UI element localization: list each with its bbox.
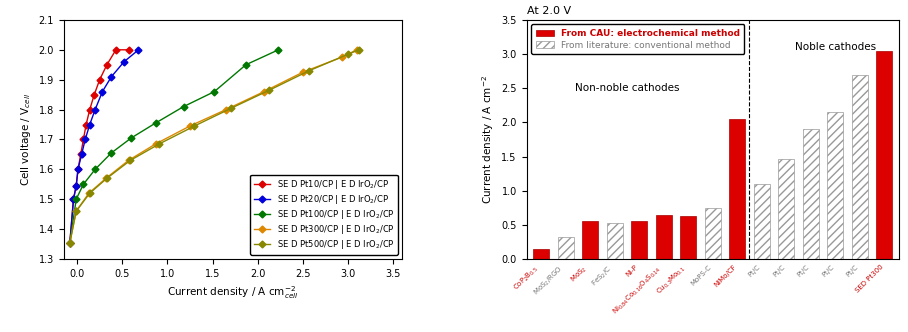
SE D Pt300/CP | E D IrO$_2$/CP	[123, 158, 134, 162]
Y-axis label: Current density / A cm$^{-2}$: Current density / A cm$^{-2}$	[480, 75, 496, 204]
SE D Pt20/CP | E D IrO$_2$/CP	[71, 184, 82, 188]
SE D Pt10/CP | E D IrO$_2$/CP	[102, 63, 113, 67]
SE D Pt20/CP | E D IrO$_2$/CP	[76, 152, 87, 156]
SE D Pt10/CP | E D IrO$_2$/CP	[68, 197, 79, 201]
Line: SE D Pt10/CP | E D IrO$_2$/CP: SE D Pt10/CP | E D IrO$_2$/CP	[67, 47, 131, 245]
SE D Pt300/CP | E D IrO$_2$/CP	[297, 70, 308, 74]
SE D Pt300/CP | E D IrO$_2$/CP	[84, 191, 94, 195]
Bar	[680, 216, 696, 259]
Y-axis label: Cell voltage / V$_{cell}$: Cell voltage / V$_{cell}$	[19, 93, 33, 186]
SE D Pt20/CP | E D IrO$_2$/CP	[80, 137, 91, 141]
SE D Pt500/CP | E D IrO$_2$/CP	[189, 124, 200, 128]
SE D Pt20/CP | E D IrO$_2$/CP	[84, 123, 95, 126]
Bar	[558, 237, 574, 259]
SE D Pt100/CP | E D IrO$_2$/CP	[273, 48, 284, 52]
SE D Pt10/CP | E D IrO$_2$/CP	[78, 137, 89, 141]
SE D Pt10/CP | E D IrO$_2$/CP	[64, 240, 75, 244]
Legend: From CAU: electrochemical method, From literature: conventional method: From CAU: electrochemical method, From l…	[531, 25, 745, 54]
SE D Pt100/CP | E D IrO$_2$/CP	[126, 136, 137, 140]
Bar	[754, 184, 770, 259]
SE D Pt10/CP | E D IrO$_2$/CP	[111, 48, 122, 52]
Bar	[876, 51, 893, 259]
X-axis label: Current density / A cm$^{-2}_{cell}$: Current density / A cm$^{-2}_{cell}$	[167, 284, 299, 301]
Line: SE D Pt300/CP | E D IrO$_2$/CP: SE D Pt300/CP | E D IrO$_2$/CP	[67, 47, 360, 245]
SE D Pt500/CP | E D IrO$_2$/CP	[102, 176, 113, 180]
Line: SE D Pt20/CP | E D IrO$_2$/CP: SE D Pt20/CP | E D IrO$_2$/CP	[67, 47, 141, 245]
Legend: SE D Pt10/CP | E D IrO$_2$/CP, SE D Pt20/CP | E D IrO$_2$/CP, SE D Pt100/CP | E : SE D Pt10/CP | E D IrO$_2$/CP, SE D Pt20…	[251, 175, 398, 255]
SE D Pt10/CP | E D IrO$_2$/CP	[94, 78, 105, 82]
Bar	[729, 119, 745, 259]
SE D Pt300/CP | E D IrO$_2$/CP	[184, 124, 195, 128]
SE D Pt10/CP | E D IrO$_2$/CP	[81, 123, 92, 126]
Line: SE D Pt500/CP | E D IrO$_2$/CP: SE D Pt500/CP | E D IrO$_2$/CP	[67, 47, 361, 245]
SE D Pt100/CP | E D IrO$_2$/CP	[241, 63, 252, 67]
SE D Pt300/CP | E D IrO$_2$/CP	[336, 55, 347, 59]
SE D Pt500/CP | E D IrO$_2$/CP	[303, 69, 314, 73]
SE D Pt100/CP | E D IrO$_2$/CP	[90, 167, 101, 171]
Bar	[827, 112, 844, 259]
Bar	[705, 208, 721, 259]
Text: Noble cathodes: Noble cathodes	[794, 42, 876, 52]
SE D Pt300/CP | E D IrO$_2$/CP	[351, 48, 362, 52]
SE D Pt500/CP | E D IrO$_2$/CP	[125, 158, 136, 162]
Text: Non-noble cathodes: Non-noble cathodes	[575, 83, 679, 93]
SE D Pt500/CP | E D IrO$_2$/CP	[226, 106, 237, 110]
SE D Pt20/CP | E D IrO$_2$/CP	[73, 167, 84, 171]
Bar	[778, 159, 794, 259]
Bar	[582, 221, 598, 259]
SE D Pt300/CP | E D IrO$_2$/CP	[259, 90, 270, 94]
Bar	[656, 215, 672, 259]
SE D Pt500/CP | E D IrO$_2$/CP	[64, 240, 75, 244]
SE D Pt10/CP | E D IrO$_2$/CP	[71, 184, 82, 188]
Text: At 2.0 V: At 2.0 V	[527, 6, 570, 16]
SE D Pt100/CP | E D IrO$_2$/CP	[209, 90, 220, 94]
SE D Pt500/CP | E D IrO$_2$/CP	[84, 191, 95, 195]
Bar	[803, 129, 819, 259]
SE D Pt500/CP | E D IrO$_2$/CP	[264, 88, 275, 92]
SE D Pt10/CP | E D IrO$_2$/CP	[89, 93, 100, 97]
Bar	[607, 223, 623, 259]
SE D Pt20/CP | E D IrO$_2$/CP	[106, 75, 117, 79]
SE D Pt10/CP | E D IrO$_2$/CP	[84, 108, 95, 112]
Bar	[631, 221, 647, 259]
SE D Pt20/CP | E D IrO$_2$/CP	[64, 240, 75, 244]
SE D Pt500/CP | E D IrO$_2$/CP	[342, 52, 353, 56]
SE D Pt20/CP | E D IrO$_2$/CP	[133, 48, 144, 52]
SE D Pt100/CP | E D IrO$_2$/CP	[64, 240, 75, 244]
Line: SE D Pt100/CP | E D IrO$_2$/CP: SE D Pt100/CP | E D IrO$_2$/CP	[67, 47, 281, 245]
SE D Pt500/CP | E D IrO$_2$/CP	[71, 209, 82, 213]
SE D Pt500/CP | E D IrO$_2$/CP	[153, 142, 164, 146]
SE D Pt100/CP | E D IrO$_2$/CP	[106, 151, 117, 155]
SE D Pt20/CP | E D IrO$_2$/CP	[97, 90, 108, 94]
SE D Pt20/CP | E D IrO$_2$/CP	[68, 197, 79, 201]
SE D Pt100/CP | E D IrO$_2$/CP	[78, 182, 89, 186]
SE D Pt300/CP | E D IrO$_2$/CP	[221, 108, 232, 112]
SE D Pt10/CP | E D IrO$_2$/CP	[75, 152, 86, 156]
SE D Pt300/CP | E D IrO$_2$/CP	[150, 142, 161, 146]
SE D Pt20/CP | E D IrO$_2$/CP	[90, 108, 101, 112]
SE D Pt300/CP | E D IrO$_2$/CP	[101, 176, 112, 180]
SE D Pt300/CP | E D IrO$_2$/CP	[71, 209, 82, 213]
SE D Pt500/CP | E D IrO$_2$/CP	[353, 48, 364, 52]
Bar	[852, 75, 868, 259]
SE D Pt10/CP | E D IrO$_2$/CP	[123, 48, 134, 52]
SE D Pt100/CP | E D IrO$_2$/CP	[71, 197, 82, 201]
SE D Pt100/CP | E D IrO$_2$/CP	[178, 105, 189, 109]
SE D Pt300/CP | E D IrO$_2$/CP	[64, 240, 75, 244]
SE D Pt20/CP | E D IrO$_2$/CP	[119, 60, 130, 64]
Bar	[533, 249, 549, 259]
SE D Pt10/CP | E D IrO$_2$/CP	[73, 167, 84, 171]
SE D Pt100/CP | E D IrO$_2$/CP	[150, 121, 161, 125]
